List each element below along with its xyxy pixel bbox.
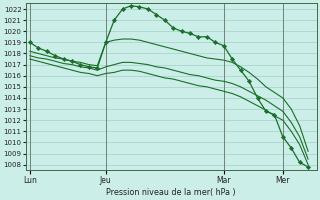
X-axis label: Pression niveau de la mer( hPa ): Pression niveau de la mer( hPa )	[106, 188, 236, 197]
